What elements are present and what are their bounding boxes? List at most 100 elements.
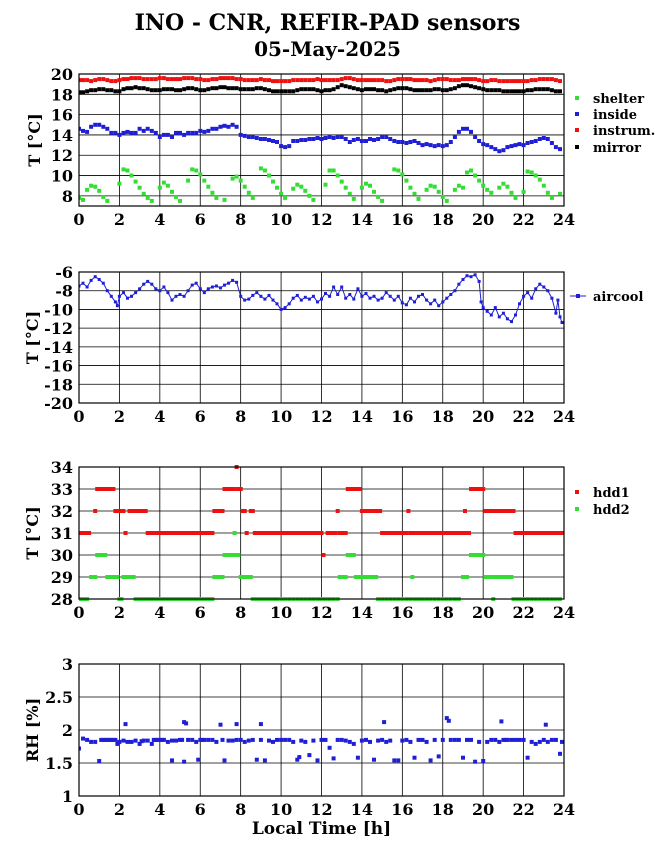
data-point-hdd2 bbox=[109, 575, 114, 579]
data-point-instrum. bbox=[206, 78, 211, 83]
data-point-mirror bbox=[85, 89, 90, 94]
data-point-shelter bbox=[157, 185, 162, 190]
data-point-hdd1 bbox=[357, 487, 362, 491]
data-point-inside bbox=[388, 137, 393, 141]
data-point-rh bbox=[258, 737, 263, 742]
data-point-rh bbox=[335, 737, 340, 742]
data-point-rh bbox=[428, 758, 433, 763]
data-point-aircool bbox=[469, 275, 473, 279]
x-tick-label: 2 bbox=[114, 800, 125, 819]
data-point-hdd1 bbox=[321, 553, 326, 557]
data-point-rh bbox=[210, 737, 215, 742]
data-point-mirror bbox=[311, 87, 316, 92]
data-point-mirror bbox=[161, 87, 166, 92]
data-point-inside bbox=[359, 139, 364, 143]
data-point-aircool bbox=[376, 298, 380, 302]
data-point-instrum. bbox=[558, 79, 562, 84]
data-point-mirror bbox=[117, 89, 122, 94]
data-point-mirror bbox=[186, 86, 191, 91]
plot-frame bbox=[78, 73, 565, 207]
x-tick-label: 12 bbox=[310, 603, 332, 622]
data-point-hdd1 bbox=[99, 487, 104, 491]
data-point-rh bbox=[149, 741, 154, 746]
y-tick-label: -14 bbox=[44, 338, 73, 357]
data-point-instrum. bbox=[323, 78, 328, 83]
data-point-mirror bbox=[412, 88, 417, 93]
data-point-inside bbox=[238, 132, 243, 137]
data-point-mirror bbox=[477, 86, 482, 91]
data-point-shelter bbox=[174, 194, 178, 199]
data-point-instrum. bbox=[335, 78, 340, 83]
data-point-shelter bbox=[89, 183, 94, 188]
data-point-hdd1 bbox=[319, 531, 324, 535]
data-point-inside bbox=[424, 142, 429, 147]
data-point-mirror bbox=[396, 86, 401, 91]
data-point-instrum. bbox=[533, 78, 538, 83]
data-point-hdd1 bbox=[232, 487, 237, 491]
data-point-inside bbox=[81, 128, 85, 133]
data-point-aircool bbox=[299, 298, 303, 302]
x-tick-label: 16 bbox=[391, 800, 413, 819]
data-point-aircool bbox=[239, 294, 243, 298]
data-point-inside bbox=[428, 143, 433, 148]
data-point-rh bbox=[537, 739, 542, 744]
data-point-rh bbox=[412, 755, 417, 760]
data-point-instrum. bbox=[416, 78, 421, 83]
data-point-inside bbox=[145, 126, 150, 131]
data-point-aircool bbox=[109, 294, 113, 298]
data-point-instrum. bbox=[218, 76, 223, 81]
data-point-hdd2 bbox=[220, 575, 225, 579]
data-point-inside bbox=[537, 137, 542, 141]
data-point-aircool bbox=[190, 283, 194, 287]
data-point-instrum. bbox=[230, 76, 235, 81]
data-point-instrum. bbox=[226, 76, 231, 81]
data-point-shelter bbox=[141, 191, 146, 196]
data-point-mirror bbox=[497, 88, 502, 93]
data-point-rh bbox=[315, 758, 320, 763]
data-point-shelter bbox=[202, 178, 207, 183]
data-point-hdd2 bbox=[410, 575, 415, 579]
data-point-shelter bbox=[440, 194, 445, 199]
data-point-rh bbox=[545, 739, 550, 744]
data-point-instrum. bbox=[315, 77, 320, 82]
x-tick-label: 20 bbox=[472, 210, 494, 229]
data-point-aircool bbox=[81, 281, 85, 285]
data-point-instrum. bbox=[537, 77, 542, 82]
data-point-hdd1 bbox=[250, 509, 255, 513]
data-point-shelter bbox=[351, 196, 356, 201]
data-point-rh bbox=[376, 738, 381, 743]
data-point-instrum. bbox=[331, 78, 336, 83]
data-point-aircool bbox=[453, 289, 457, 293]
data-point-aircool bbox=[417, 294, 420, 298]
data-point-inside bbox=[186, 130, 191, 135]
data-point-hdd2 bbox=[351, 553, 356, 557]
y-tick-label: 8 bbox=[62, 187, 73, 206]
data-point-mirror bbox=[279, 89, 284, 94]
data-point-instrum. bbox=[222, 76, 227, 81]
data-point-inside bbox=[174, 130, 178, 135]
data-point-hdd1 bbox=[545, 531, 550, 535]
data-point-rh bbox=[258, 722, 263, 727]
data-point-inside bbox=[392, 139, 397, 143]
data-point-aircool bbox=[89, 278, 93, 282]
data-point-aircool bbox=[433, 298, 437, 302]
data-point-inside bbox=[440, 144, 445, 149]
data-point-rh bbox=[529, 739, 534, 744]
data-point-hdd2 bbox=[248, 575, 253, 579]
data-point-shelter bbox=[452, 187, 457, 192]
data-point-shelter bbox=[117, 181, 122, 186]
data-point-hdd1 bbox=[507, 509, 512, 513]
data-point-instrum. bbox=[396, 77, 401, 82]
data-point-shelter bbox=[444, 198, 449, 203]
data-point-hdd1 bbox=[404, 531, 409, 535]
data-point-shelter bbox=[161, 180, 166, 185]
data-point-rh bbox=[368, 739, 372, 744]
data-point-inside bbox=[343, 137, 348, 141]
data-point-hdd1 bbox=[123, 531, 128, 535]
data-point-hdd1 bbox=[252, 531, 257, 535]
data-point-rh bbox=[218, 722, 223, 727]
data-point-aircool bbox=[291, 296, 295, 300]
data-point-shelter bbox=[456, 183, 461, 188]
data-point-mirror bbox=[521, 89, 526, 94]
data-point-inside bbox=[279, 144, 284, 149]
